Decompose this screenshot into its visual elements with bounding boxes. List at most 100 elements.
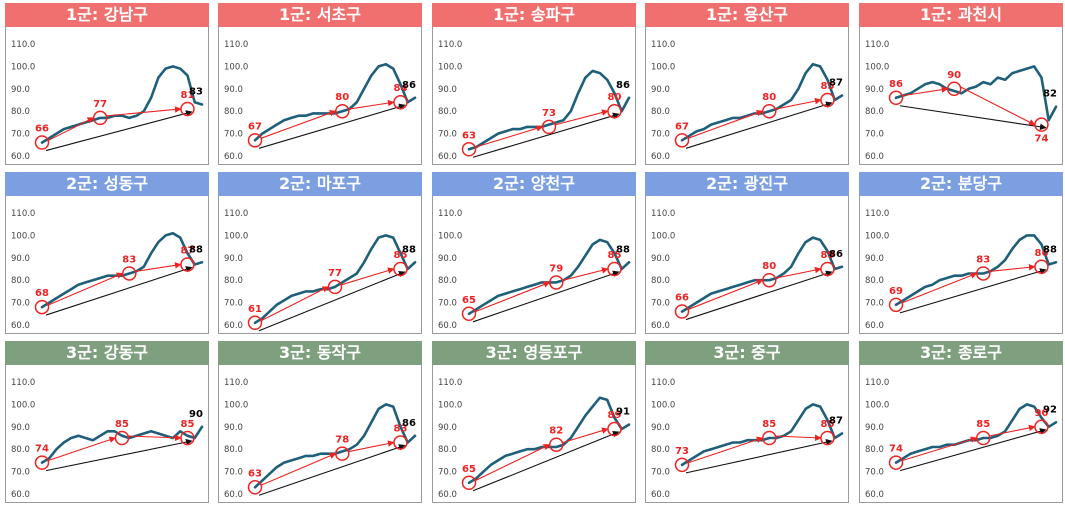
trend-arrow-red (989, 264, 1036, 273)
y-tick-label: 100.0 (865, 400, 889, 410)
trend-arrow-red (260, 109, 337, 139)
y-tick-label: 110.0 (11, 209, 35, 219)
marker-circle (180, 101, 195, 117)
y-tick-label: 70.0 (11, 299, 30, 309)
marker-label: 86 (889, 79, 903, 90)
chart-title: 1군: 송파구 (432, 3, 636, 27)
chart-panel: 1군: 서초구 110.0 100.0 90.0 80.0 70.0 60.0 67 80 84 8… (218, 3, 422, 165)
trend-arrow-black (899, 428, 1047, 472)
marker-circle (180, 430, 195, 446)
trend-arrow-black (685, 101, 833, 149)
marker-circle (335, 446, 350, 461)
y-tick-label: 80.0 (11, 276, 30, 286)
marker-circle (1034, 259, 1049, 275)
chart-title: 1군: 과천시 (859, 3, 1063, 27)
end-value-label: 92 (1043, 404, 1057, 415)
marker-label: 80 (607, 92, 621, 103)
trend-arrow-red (340, 267, 395, 286)
marker-circle (541, 119, 557, 135)
y-tick-label: 110.0 (11, 40, 35, 50)
marker-label: 90 (947, 70, 961, 81)
chart-title: 3군: 영등포구 (432, 341, 636, 365)
trend-arrow-red (901, 86, 949, 97)
chart-panel: 1군: 과천시 110.0 100.0 90.0 80.0 70.0 60.0 86 90 74 8… (859, 3, 1063, 165)
y-tick-label: 110.0 (224, 209, 248, 219)
y-tick-label: 110.0 (651, 209, 675, 219)
marker-label: 73 (675, 446, 689, 457)
trend-arrow-red (47, 436, 117, 462)
chart-panel: 1군: 용산구 110.0 100.0 90.0 80.0 70.0 60.0 67 80 85 8… (645, 3, 849, 165)
series-line (467, 69, 631, 151)
trend-arrow-red (47, 117, 95, 142)
chart-title: 3군: 강동구 (5, 341, 209, 365)
y-tick-label: 80.0 (224, 276, 243, 286)
y-tick-label: 70.0 (865, 468, 884, 478)
chart-panel: 2군: 양천구 110.0 100.0 90.0 80.0 70.0 60.0 65 79 85 8… (432, 172, 636, 334)
marker-circle (1034, 117, 1049, 132)
trend-arrow-red (901, 436, 978, 462)
marker-label: 81 (180, 90, 194, 101)
y-tick-label: 100.0 (438, 400, 462, 410)
trend-arrow-red (687, 109, 764, 139)
y-tick-label: 110.0 (224, 40, 248, 50)
chart-panel: 2군: 성동구 110.0 100.0 90.0 80.0 70.0 60.0 68 83 87 8… (5, 172, 209, 334)
trend-arrow-black (472, 270, 620, 323)
chart-title: 3군: 동작구 (218, 341, 422, 365)
series-line (894, 234, 1058, 307)
y-tick-label: 100.0 (11, 231, 35, 241)
marker-circle (393, 435, 408, 450)
marker-circle (247, 480, 263, 495)
y-tick-label: 80.0 (438, 107, 457, 117)
y-tick-label: 80.0 (651, 107, 670, 117)
trend-arrow-black (45, 438, 193, 472)
y-tick-label: 70.0 (224, 299, 243, 309)
marker-circle (393, 94, 408, 110)
marker-circle (114, 430, 130, 446)
y-tick-label: 90.0 (11, 85, 30, 95)
trend-arrow-black (899, 105, 1047, 131)
y-tick-label: 110.0 (865, 40, 889, 50)
chart-title: 1군: 서초구 (218, 3, 422, 27)
y-tick-label: 100.0 (11, 62, 35, 72)
y-tick-label: 60.0 (438, 321, 457, 331)
marker-label: 83 (393, 423, 407, 434)
marker-label: 65 (462, 464, 476, 475)
marker-circle (247, 315, 263, 331)
marker-label: 77 (328, 268, 342, 279)
marker-circle (461, 142, 477, 157)
chart-title: 2군: 양천구 (432, 172, 636, 196)
end-value-label: 91 (616, 407, 630, 418)
y-tick-label: 90.0 (865, 423, 884, 433)
marker-circle (549, 437, 564, 452)
marker-label: 74 (1034, 134, 1048, 145)
trend-arrow-black (685, 270, 833, 321)
marker-label: 66 (35, 124, 49, 135)
chart-title: 2군: 성동구 (5, 172, 209, 196)
marker-label: 90 (1034, 408, 1048, 419)
marker-label: 85 (115, 419, 129, 430)
trend-arrow-red (474, 125, 544, 148)
marker-circle (327, 279, 343, 295)
y-tick-label: 100.0 (865, 231, 889, 241)
marker-circle (549, 275, 564, 290)
y-tick-label: 60.0 (651, 490, 670, 500)
y-tick-label: 70.0 (438, 299, 457, 309)
marker-circle (888, 455, 904, 470)
end-value-label: 90 (189, 409, 203, 420)
trend-arrow-black (472, 112, 620, 158)
end-value-label: 86 (402, 80, 416, 91)
marker-label: 63 (462, 130, 476, 141)
marker-circle (607, 261, 622, 277)
y-tick-label: 70.0 (11, 468, 30, 478)
y-tick-label: 90.0 (438, 423, 457, 433)
marker-circle (1034, 419, 1049, 435)
marker-label: 89 (607, 410, 621, 421)
marker-label: 83 (122, 254, 136, 265)
marker-label: 80 (335, 92, 349, 103)
marker-label: 63 (248, 468, 262, 479)
chart-title: 1군: 강남구 (5, 3, 209, 27)
end-value-label: 88 (1043, 244, 1057, 255)
y-tick-label: 90.0 (438, 85, 457, 95)
